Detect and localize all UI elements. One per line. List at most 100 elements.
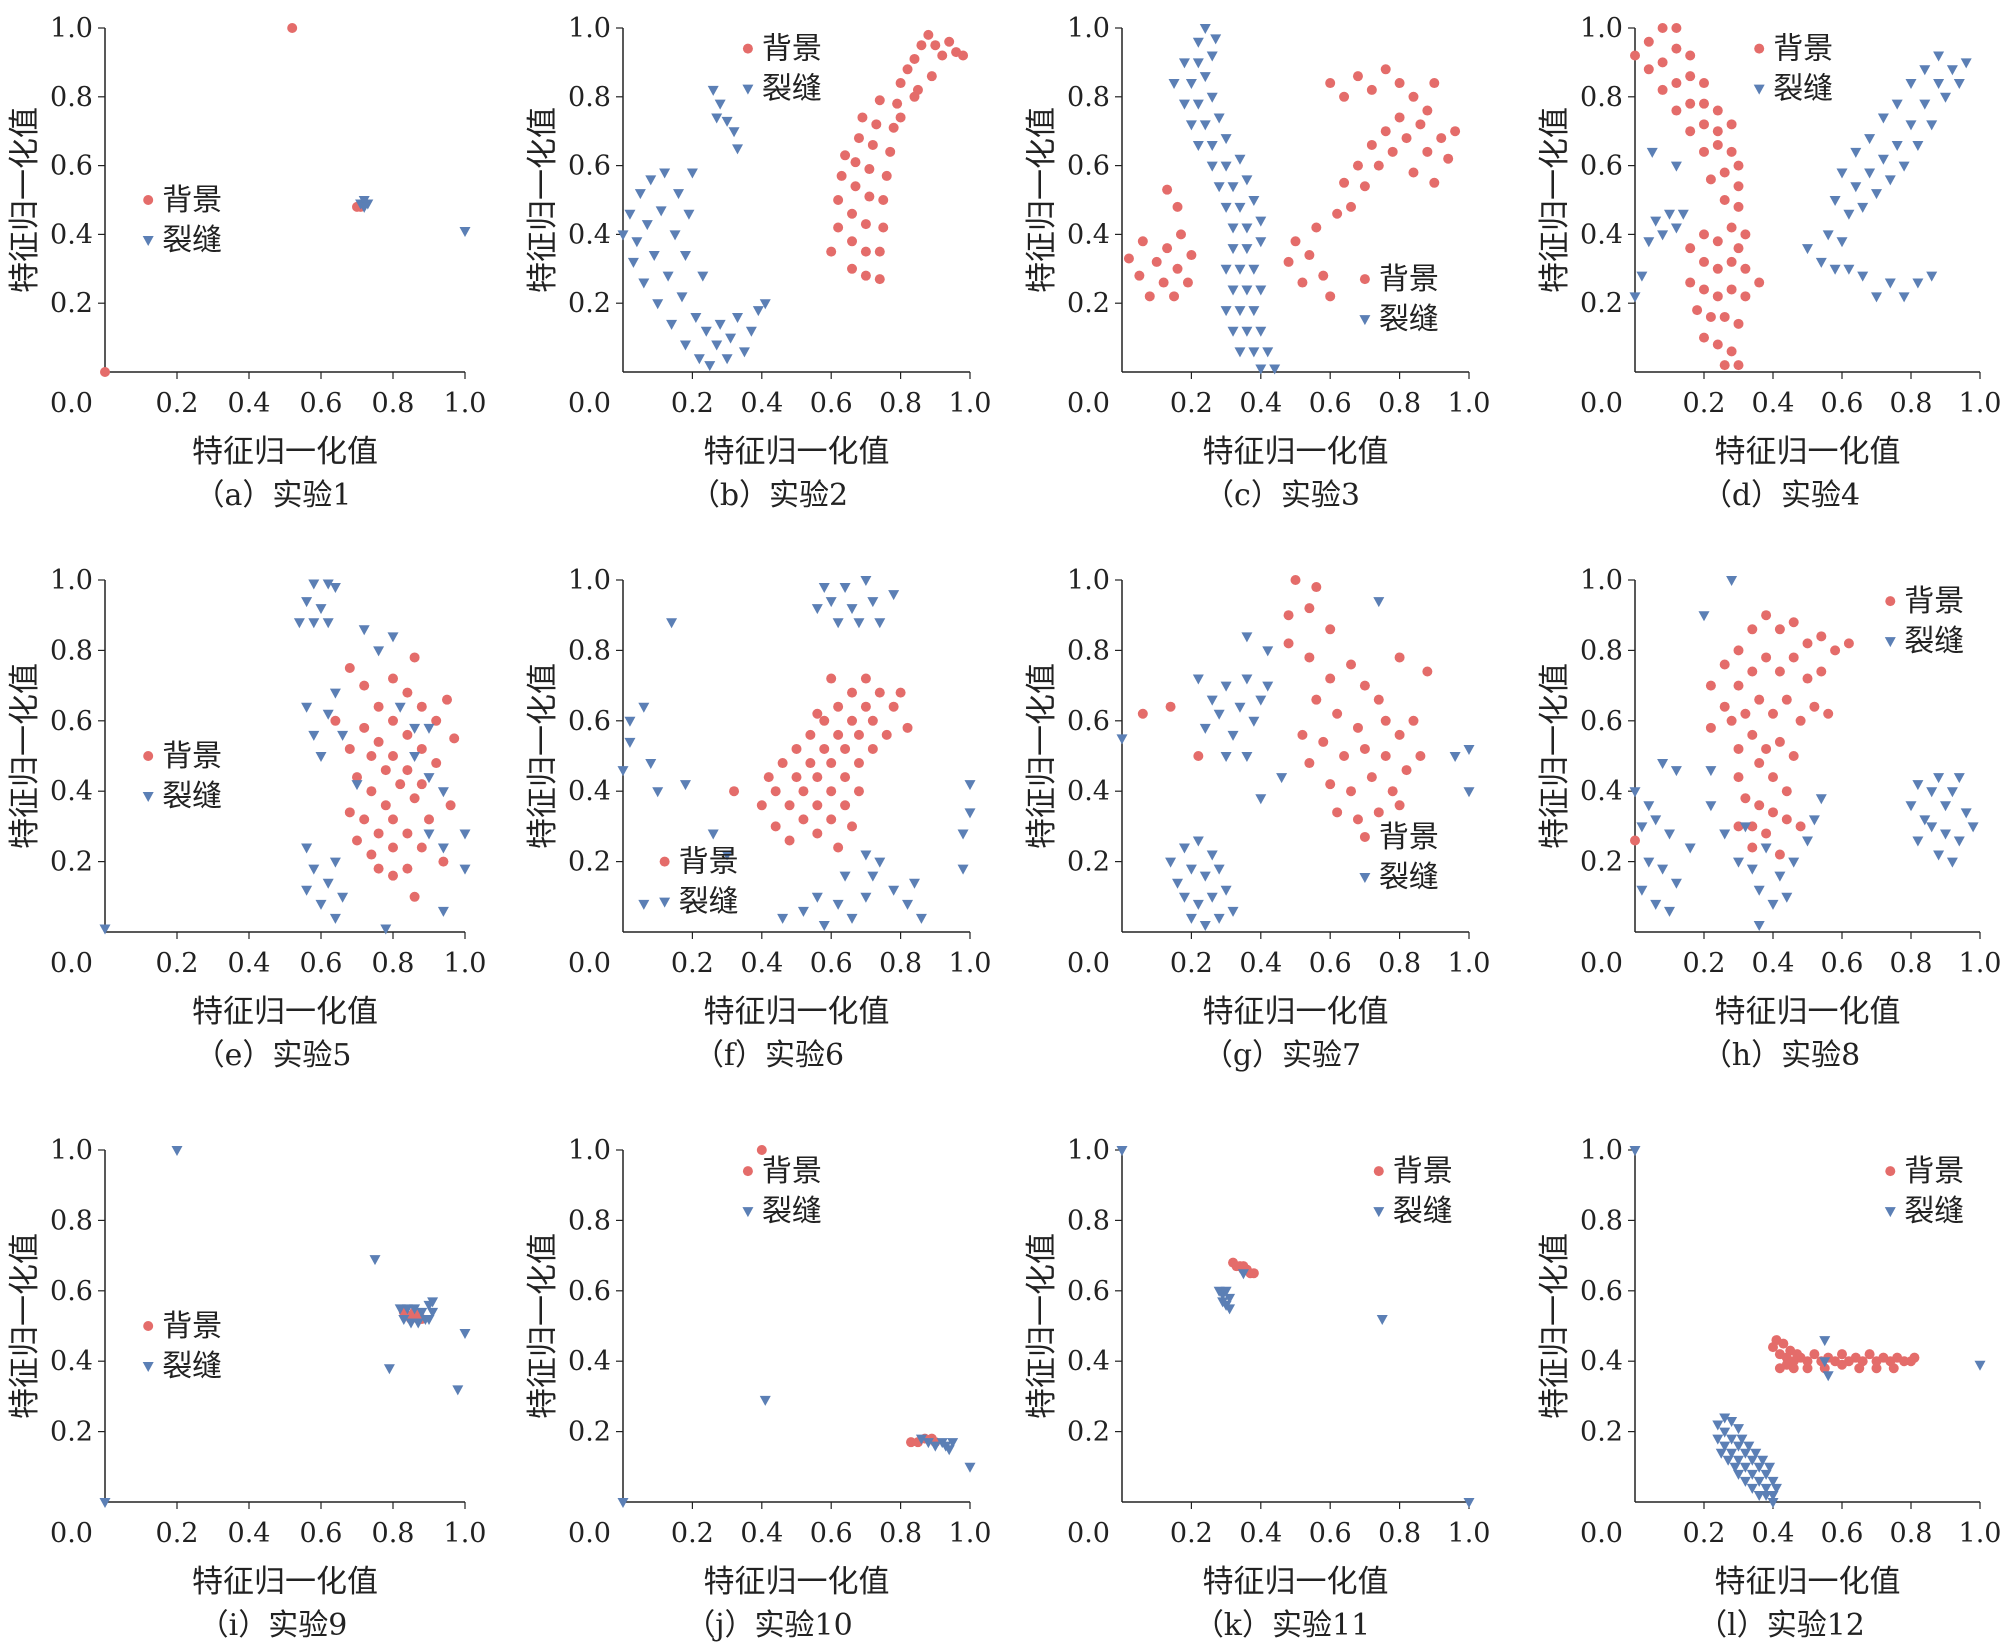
data-point-background <box>409 793 420 804</box>
data-point-crack <box>1192 99 1204 110</box>
y-tick-label: 1.0 <box>50 1135 93 1166</box>
legend-label: 背景 <box>1904 584 1964 619</box>
y-tick-label: 0.4 <box>1580 1346 1623 1377</box>
data-point-crack <box>358 625 370 636</box>
data-point-background <box>1726 222 1737 233</box>
data-point-crack <box>1726 1448 1738 1459</box>
data-point-crack <box>412 1318 424 1329</box>
data-point-background <box>847 263 858 274</box>
data-point-background <box>1774 666 1785 677</box>
data-point-crack <box>1926 271 1938 282</box>
data-point-crack <box>693 354 705 365</box>
data-point-crack <box>1463 1498 1475 1508</box>
data-point-crack <box>1213 113 1225 124</box>
data-point-background <box>1692 305 1703 316</box>
x-tick-label: 0.8 <box>1378 948 1421 979</box>
legend-label: 裂缝 <box>162 223 222 258</box>
data-point-crack <box>1636 822 1648 833</box>
data-point-background <box>1712 105 1723 116</box>
data-point-crack <box>1220 306 1232 317</box>
data-point-background <box>409 652 420 663</box>
data-point-crack <box>351 780 363 791</box>
legend-marker-crack <box>659 897 671 908</box>
data-point-crack <box>957 829 969 840</box>
data-point-crack <box>308 864 320 875</box>
data-point-background <box>1740 263 1751 274</box>
data-point-crack <box>1802 244 1813 255</box>
data-point-background <box>836 170 847 181</box>
data-point-background <box>847 821 858 832</box>
data-point-crack <box>853 618 865 629</box>
x-tick-label: 0.8 <box>1378 1518 1421 1549</box>
data-point-background <box>1134 270 1145 281</box>
y-axis-title: 特征归一化值 <box>525 107 561 293</box>
data-point-crack <box>383 1364 395 1375</box>
x-tick-label: 1.0 <box>949 388 992 419</box>
legend-label: 裂缝 <box>1904 624 1964 659</box>
data-point-background <box>805 729 816 740</box>
data-point-crack <box>811 892 823 903</box>
data-point-crack <box>1178 99 1190 110</box>
data-point-background <box>1699 256 1709 267</box>
data-point-background <box>1712 291 1723 302</box>
data-point-crack <box>652 299 664 310</box>
x-tick-label: 0.4 <box>740 948 783 979</box>
data-point-background <box>1182 277 1193 288</box>
data-point-crack <box>1857 202 1869 213</box>
chart-svg-k: 0.2 0.4 0.6 0.8 1.00.20.40.60.81.00.0特征归一化值特… <box>1024 1135 1490 1600</box>
data-point-crack <box>707 829 719 840</box>
x-tick-label: 0.2 <box>1683 1518 1726 1549</box>
data-point-crack <box>1220 134 1232 145</box>
data-point-background <box>402 765 413 776</box>
data-point-background <box>1671 23 1682 33</box>
data-point-crack <box>1206 161 1218 172</box>
data-point-background <box>1346 786 1357 797</box>
data-point-background <box>892 98 903 109</box>
legend-marker-crack <box>1359 315 1371 326</box>
y-tick-label: 0.2 <box>568 847 611 878</box>
legend-marker-background <box>659 856 670 867</box>
legend-marker-crack <box>142 236 154 246</box>
data-point-crack <box>1185 864 1197 875</box>
data-point-background <box>395 779 406 790</box>
data-point-background <box>1408 715 1419 726</box>
origin-tick-label: 0.0 <box>568 1518 611 1549</box>
x-tick-label: 0.4 <box>1239 948 1282 979</box>
data-point-crack <box>1670 223 1682 234</box>
data-point-crack <box>1213 182 1225 193</box>
data-point-background <box>916 40 927 51</box>
data-point-crack <box>322 878 334 889</box>
data-point-background <box>770 821 781 832</box>
data-point-crack <box>645 175 657 186</box>
data-point-background <box>1643 64 1654 75</box>
data-point-crack <box>1650 899 1662 910</box>
data-point-crack <box>1884 278 1896 289</box>
data-point-background <box>1719 195 1730 205</box>
data-point-crack <box>1871 189 1882 200</box>
data-point-crack <box>1912 836 1924 847</box>
data-point-background <box>1332 807 1343 818</box>
data-point-background <box>1169 291 1180 302</box>
legend-marker-crack <box>1884 637 1896 648</box>
data-point-crack <box>1234 702 1246 713</box>
data-point-crack <box>1241 674 1253 685</box>
data-point-crack <box>401 1304 413 1315</box>
data-point-crack <box>1116 734 1128 745</box>
y-tick-label: 0.6 <box>50 706 93 737</box>
y-axis-title: 特征归一化值 <box>1537 663 1573 849</box>
data-point-crack <box>711 113 723 124</box>
data-point-background <box>1747 666 1758 677</box>
data-point-background <box>1685 71 1696 82</box>
data-point-background <box>373 736 384 747</box>
data-point-crack <box>839 871 851 882</box>
data-point-background <box>885 146 896 157</box>
x-tick-label: 1.0 <box>1448 948 1491 979</box>
data-point-crack <box>1178 843 1190 854</box>
data-point-background <box>1781 694 1792 705</box>
chart-svg-b: 0.2 0.4 0.6 0.8 1.00.20.40.60.81.00.0特征归一化值特… <box>525 13 991 470</box>
data-point-crack <box>1753 885 1765 896</box>
data-point-crack <box>638 899 650 910</box>
data-point-crack <box>652 787 664 798</box>
data-point-background <box>1740 291 1751 302</box>
data-point-crack <box>1185 913 1197 924</box>
